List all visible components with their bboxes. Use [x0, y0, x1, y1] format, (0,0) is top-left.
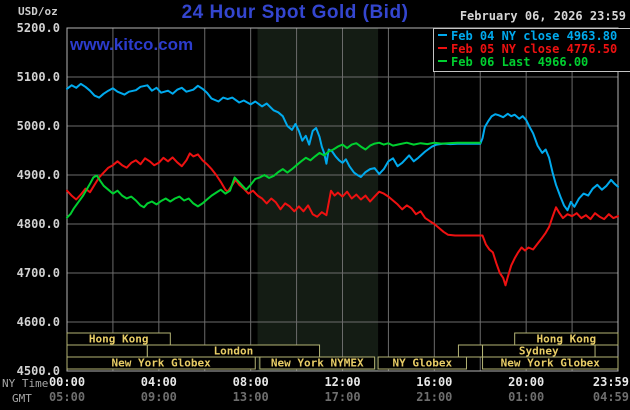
nymex-session-highlight-band	[257, 28, 379, 371]
chart-timestamp: February 06, 2026 23:59	[459, 9, 626, 23]
session-label: Hong Kong	[89, 333, 149, 346]
plot-border	[66, 27, 619, 372]
price-line-series-1	[66, 82, 619, 212]
ny-time-tick-label: 23:59	[592, 375, 629, 389]
x-axis-ny-ticks: 00:00 04:00 08:00 12:00 16:00 20:00 23:59	[0, 376, 630, 389]
legend-entry-2: Feb 05 NY close 4776.50	[438, 43, 630, 56]
gmt-tick-label: 17:00	[324, 390, 361, 404]
session-label: London	[214, 345, 254, 358]
ny-time-tick-label: 00:00	[48, 375, 86, 389]
ny-time-tick-label: 12:00	[324, 375, 361, 389]
legend-entry-3: Feb 06 Last 4966.00	[438, 56, 630, 69]
session-label: New York Globex	[111, 357, 211, 370]
legend-box: Feb 04 NY close 4963.80 Feb 05 NY close 4…	[433, 28, 630, 72]
y-tick-label: 5200.0	[16, 21, 60, 35]
ny-time-tick-label: 16:00	[416, 375, 453, 389]
legend-line-marker	[438, 34, 447, 36]
gmt-tick-label: 04:59	[592, 390, 629, 404]
session-box-new-york-globex	[482, 356, 619, 370]
legend-entry-1: Feb 04 NY close 4963.80	[438, 30, 630, 43]
x-axis-row-label-ny-time: NY Time	[2, 377, 49, 390]
gmt-tick-label: 09:00	[140, 390, 177, 404]
session-box	[66, 344, 148, 358]
legend-entry-label: Feb 06 Last 4966.00	[451, 55, 589, 69]
session-box-new-york-nymex	[259, 356, 376, 370]
legend-line-marker	[438, 60, 447, 62]
session-label: New York Globex	[501, 357, 601, 370]
gmt-tick-label: 01:00	[508, 390, 545, 404]
y-tick-label: 4900.0	[16, 168, 60, 182]
y-tick-label: 4600.0	[16, 315, 60, 329]
gmt-tick-label: 13:00	[232, 390, 269, 404]
y-tick-label: 5100.0	[16, 70, 60, 84]
ny-time-tick-label: 08:00	[232, 375, 269, 389]
legend-line-marker	[438, 47, 447, 49]
session-box-new-york-globex	[66, 356, 256, 370]
x-axis-row-label-gmt: GMT	[12, 392, 32, 405]
y-tick-label: 4500.0	[16, 364, 60, 378]
y-tick-label: 4800.0	[16, 217, 60, 231]
session-label: Sydney	[519, 345, 559, 358]
session-label: New York NYMEX	[271, 357, 364, 370]
ny-time-tick-label: 20:00	[508, 375, 545, 389]
gmt-tick-label: 05:00	[48, 390, 86, 404]
y-axis-unit: USD/oz	[18, 5, 58, 18]
legend-entry-label: Feb 04 NY close 4963.80	[451, 29, 618, 43]
y-tick-label: 5000.0	[16, 119, 60, 133]
legend-entry-label: Feb 05 NY close 4776.50	[451, 42, 618, 56]
chart-title: 24 Hour Spot Gold (Bid)	[181, 2, 409, 23]
price-line-series-2	[66, 152, 619, 287]
session-box-ny-globex	[377, 356, 467, 370]
kitco-watermark-link[interactable]: www.kitco.com	[70, 35, 194, 54]
session-label: Hong Kong	[537, 333, 597, 346]
x-axis-gmt-ticks: 05:00 09:00 13:00 17:00 21:00 01:00 04:59	[0, 391, 630, 404]
y-tick-label: 4700.0	[16, 266, 60, 280]
session-box	[457, 344, 484, 358]
session-label: NY Globex	[392, 357, 452, 370]
ny-time-tick-label: 04:00	[140, 375, 177, 389]
price-line-series-3	[66, 141, 482, 219]
gmt-tick-label: 21:00	[416, 390, 453, 404]
